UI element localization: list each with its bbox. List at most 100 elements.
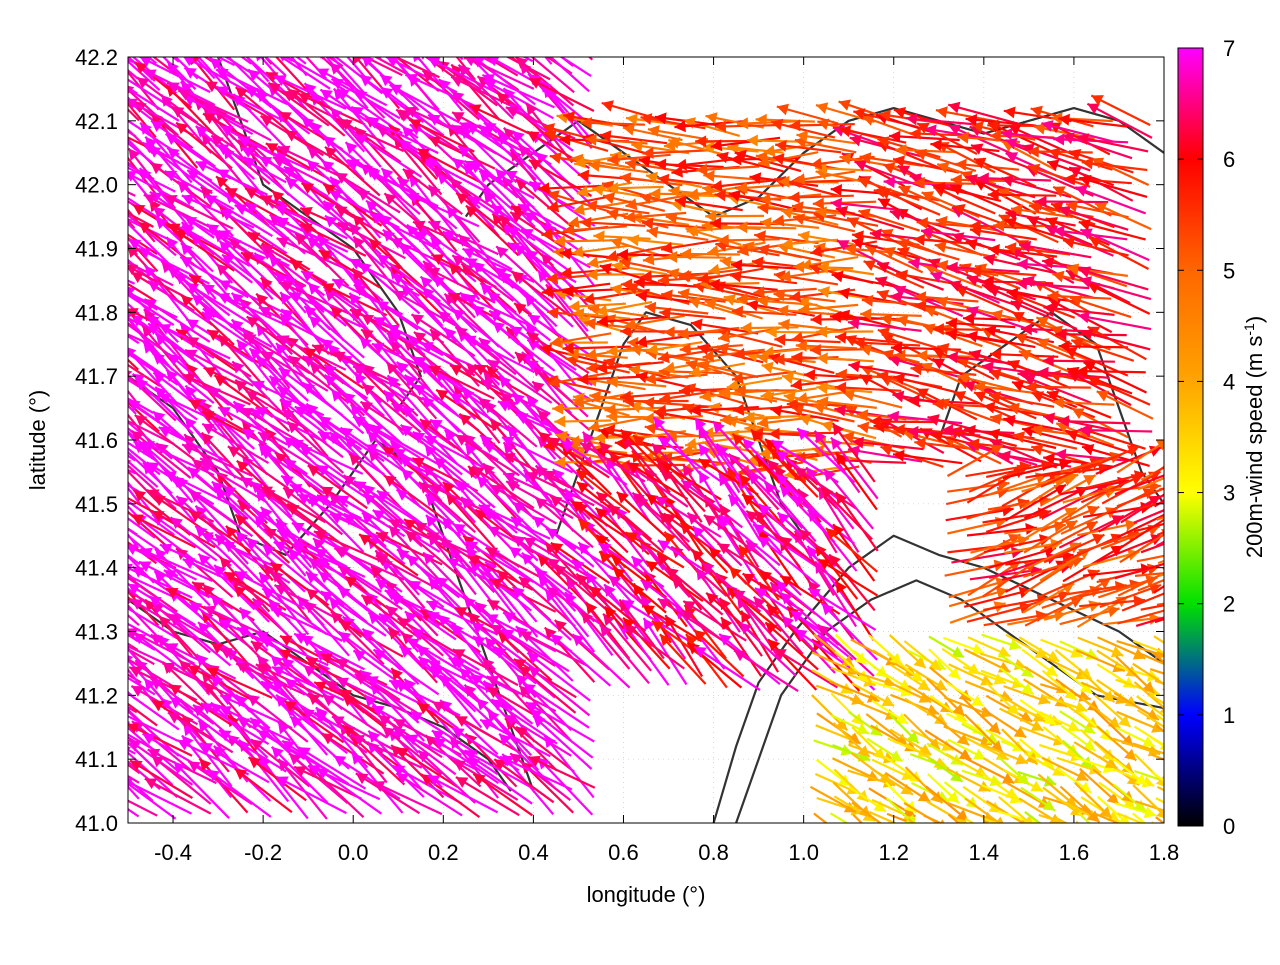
wind-vector-head bbox=[362, 6, 374, 18]
wind-vector-shaft bbox=[318, 11, 381, 59]
wind-vector-head bbox=[107, 146, 119, 158]
wind-vector-shaft bbox=[118, 12, 179, 62]
wind-vector-head bbox=[118, 12, 130, 24]
wind-vector-head bbox=[133, 10, 145, 22]
wind-vector-head bbox=[85, 141, 98, 152]
wind-vector-head bbox=[302, 29, 315, 40]
wind-vector-head bbox=[316, 20, 328, 32]
wind-vector-shaft bbox=[302, 30, 367, 60]
wind-vector-shaft bbox=[460, 2, 514, 60]
wind-vector-head bbox=[89, 270, 102, 281]
wind-vector bbox=[537, 8, 592, 60]
wind-vector-head bbox=[78, 287, 90, 298]
wind-vector-head bbox=[110, 82, 122, 94]
wind-vector-head bbox=[477, 33, 489, 44]
wind-vector-head bbox=[77, 644, 90, 655]
wind-vector-head bbox=[117, 502, 129, 514]
wind-vector-head bbox=[176, 31, 188, 43]
wind-vector-head bbox=[398, 37, 411, 48]
wind-vector-head bbox=[264, 46, 277, 57]
wind-vector-head bbox=[112, 340, 124, 351]
wind-vector-head bbox=[70, 453, 83, 464]
wind-vector-head bbox=[79, 729, 91, 740]
wind-vector-head bbox=[67, 30, 80, 41]
wind-vector bbox=[225, 10, 272, 65]
wind-vector-head bbox=[65, 717, 78, 728]
wind-vector-head bbox=[109, 597, 122, 608]
wind-vector-shaft bbox=[224, 21, 292, 61]
wind-vector-head bbox=[501, 3, 513, 15]
wind-vector bbox=[73, 383, 134, 433]
wind-vector-head bbox=[353, 45, 366, 56]
wind-vector-head bbox=[318, 11, 330, 23]
wind-vector-head bbox=[372, 45, 385, 56]
wind-vector-head bbox=[211, 40, 223, 52]
wind-vector-head bbox=[67, 162, 80, 173]
wind-vector-shaft bbox=[406, 5, 463, 60]
wind-vector-head bbox=[107, 281, 120, 292]
wind-vector bbox=[318, 11, 381, 59]
wind-vector-head bbox=[90, 342, 102, 354]
wind-vector bbox=[406, 5, 463, 60]
wind-vector-head bbox=[81, 260, 93, 272]
wind-vector-head bbox=[112, 772, 125, 783]
wind-vector-head bbox=[140, 33, 152, 45]
wind-vector-head bbox=[120, 31, 132, 42]
wind-vector-head bbox=[516, 44, 528, 56]
wind-vector-head bbox=[406, 5, 418, 17]
wind-vector-head bbox=[109, 535, 122, 546]
wind-vector-head bbox=[79, 95, 91, 107]
wind-vector-shaft bbox=[463, 24, 533, 61]
wind-vector-head bbox=[108, 647, 121, 658]
wind-vector-head bbox=[188, 17, 200, 28]
wind-vector-head bbox=[109, 217, 121, 229]
wind-vector-head bbox=[98, 527, 110, 539]
wind-vector-head bbox=[112, 79, 125, 90]
wind-vector-head bbox=[225, 10, 237, 22]
wind-vector-head bbox=[188, 33, 201, 44]
wind-vector-head bbox=[372, 30, 384, 42]
wind-vector-head bbox=[334, 26, 347, 37]
wind-vector-head bbox=[116, 205, 128, 217]
wind-vector-head bbox=[117, 526, 129, 538]
wind-vector-head bbox=[111, 581, 124, 592]
wind-vector-head bbox=[87, 69, 99, 81]
wind-vector-shaft bbox=[150, 21, 213, 62]
wind-vector-head bbox=[277, 3, 289, 15]
wind-vector-head bbox=[484, 44, 497, 55]
wind-vector bbox=[463, 24, 533, 61]
wind-vector-head bbox=[97, 520, 110, 531]
wind-vector-shaft bbox=[225, 10, 272, 65]
wind-vector-head bbox=[96, 28, 108, 40]
wind-vector-head bbox=[109, 459, 121, 471]
wind-vector-head bbox=[275, 22, 287, 34]
wind-vector-head bbox=[105, 156, 118, 167]
wind-vector-head bbox=[73, 772, 86, 783]
wind-vector-head bbox=[111, 390, 124, 401]
wind-vector-head bbox=[63, 250, 76, 261]
wind-vector-shaft bbox=[501, 3, 551, 64]
wind-vector-head bbox=[116, 731, 128, 743]
wind-vector-head bbox=[73, 199, 86, 210]
wind-vector-head bbox=[77, 517, 89, 529]
wind-vector-shaft bbox=[73, 383, 134, 433]
wind-vector-head bbox=[161, 20, 173, 32]
wind-vector-head bbox=[112, 138, 124, 150]
wind-vector-head bbox=[257, 14, 269, 26]
wind-vector-head bbox=[280, 24, 293, 35]
wind-vector-head bbox=[150, 21, 163, 32]
wind-vector-head bbox=[438, 23, 450, 35]
wind-vector-head bbox=[76, 646, 88, 658]
wind-vector-head bbox=[511, 31, 523, 42]
wind-vector-head bbox=[531, 39, 543, 51]
wind-vector-shaft bbox=[537, 8, 592, 60]
wind-vector-head bbox=[94, 263, 107, 274]
wind-vector-head bbox=[95, 14, 107, 26]
wind-vector-head bbox=[454, 37, 467, 48]
wind-vector-head bbox=[78, 29, 90, 41]
wind-vector-head bbox=[96, 214, 109, 225]
wind-vector bbox=[460, 2, 514, 60]
wind-vector-head bbox=[224, 21, 237, 32]
